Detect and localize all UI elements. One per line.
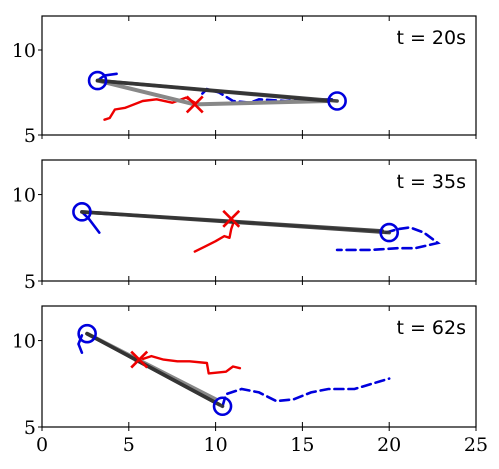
- panel-2-label: t = 35s: [396, 171, 466, 193]
- panel-3-ytick-label-0: 5: [24, 417, 36, 439]
- panel-2-circle-marker-0: [72, 202, 92, 222]
- panel-3-label: t = 62s: [396, 317, 466, 339]
- panel-1-circle-marker-1: [327, 91, 347, 111]
- panel-1-cross-marker-b: [185, 95, 204, 114]
- panel-1-dark-bar-1: [95, 78, 331, 103]
- panel-2-circle-marker-1: [379, 222, 400, 243]
- xtick-label-2: 10: [204, 434, 228, 456]
- panel-1-gray-bar-0: [95, 78, 197, 107]
- panel-2-ytick-label-1: 10: [12, 185, 36, 207]
- panel-1-ytick-label-1: 10: [12, 40, 36, 62]
- xtick-label-4: 20: [377, 434, 401, 456]
- xtick-label-3: 15: [290, 434, 314, 456]
- xtick-label-5: 25: [464, 434, 488, 456]
- xtick-label-0: 0: [36, 434, 48, 456]
- panel-2-ytick-label-0: 5: [24, 271, 36, 293]
- panel-3-ytick-label-1: 10: [12, 331, 36, 353]
- panel-3-dark-bar-1: [85, 331, 221, 407]
- panel-1-frame: [41, 15, 477, 136]
- panel-2-frame: [41, 159, 477, 282]
- panel-3-frame: [41, 305, 477, 428]
- panel-2-short-trajectory: [80, 210, 101, 234]
- panel-1-circle-marker-0: [87, 70, 108, 91]
- xtick-label-1: 5: [123, 434, 135, 456]
- panel-1-label: t = 20s: [396, 27, 466, 49]
- panel-2-dashed-trajectory: [335, 226, 441, 252]
- panel-3-circle-marker-0: [77, 323, 97, 344]
- panel-2-cross-marker-b: [222, 209, 241, 228]
- panel-3-circle-marker-1: [212, 396, 233, 417]
- panel-1-ytick-label-0: 5: [24, 125, 36, 147]
- panel-3-dashed-trajectory: [221, 377, 391, 408]
- panel-2-solid-trajectory: [193, 222, 235, 253]
- panel-3-cross-marker-b: [130, 350, 149, 369]
- panel-1-gray-bar-1: [192, 99, 331, 107]
- panel-3-solid-trajectory: [134, 354, 242, 375]
